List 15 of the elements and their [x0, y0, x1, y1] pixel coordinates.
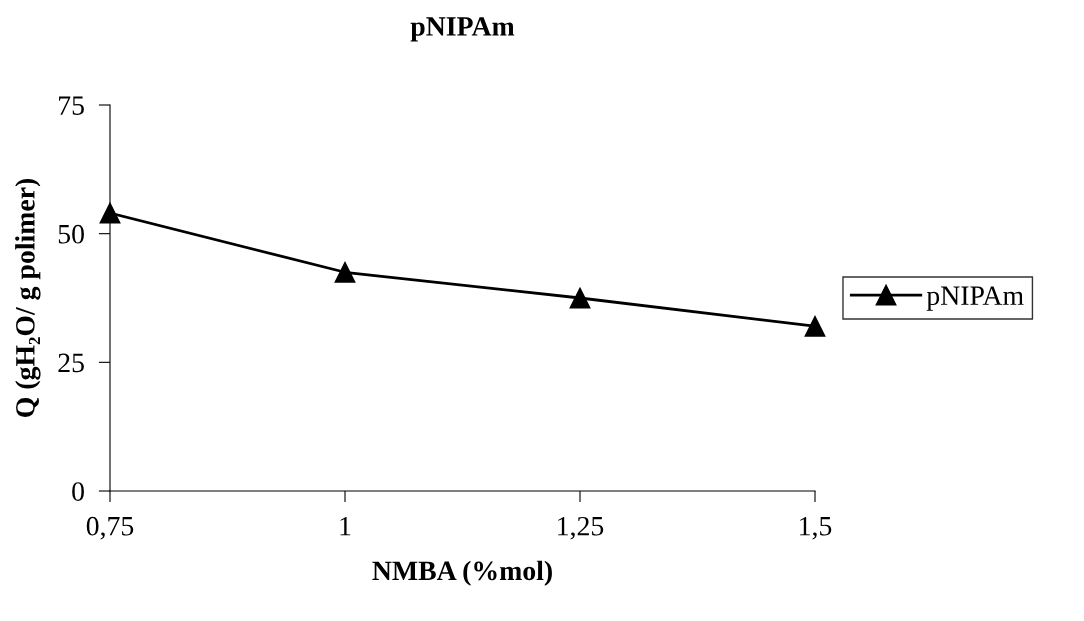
x-tick-label: 1,25 [558, 516, 604, 540]
y-tick-label: 75 [59, 96, 84, 115]
chart-title: pNIPAm [410, 17, 515, 42]
y-axis-title: Q (gH₂O/ g polimer) [15, 178, 41, 417]
y-tick-label: 0 [72, 482, 84, 501]
x-axis-title: NMBA (%mol) [372, 560, 552, 586]
x-tick-label: 1 [340, 516, 351, 536]
x-tick-label: 0,75 [86, 516, 134, 540]
legend-label: pNIPAm [926, 286, 1024, 311]
point [569, 287, 591, 309]
y-tick-label: 50 [58, 224, 84, 244]
point [804, 315, 826, 337]
y-tick-label: 25 [58, 353, 84, 373]
point [334, 261, 356, 283]
x-tick-label: 1,5 [800, 516, 832, 540]
